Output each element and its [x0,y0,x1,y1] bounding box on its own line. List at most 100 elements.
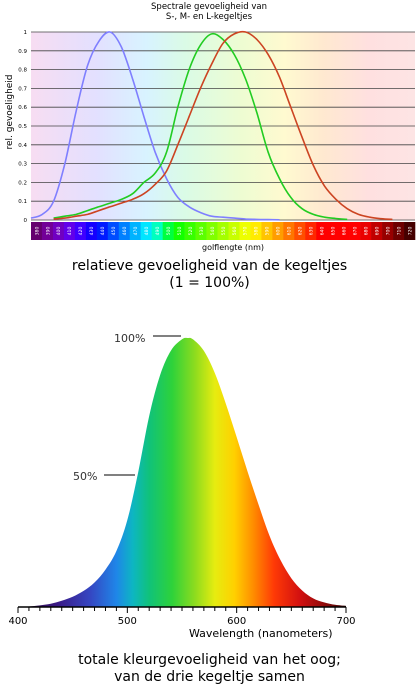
chart1-x-tick-labels: 380 390 400 410 420 430 440 450 460 470 480 490 500 5… [34,227,413,236]
chart1-color-bar-cell [96,222,109,240]
chart1-color-bar-cell [349,222,361,240]
chart1-x-tick-label: 480 [144,227,150,236]
chart1-y-tick-label: 0.7 [18,86,27,92]
chart1-color-bar-cell [74,222,87,240]
chart2-x-tick-label: 600 [227,616,246,627]
chart1-x-tick-label: 400 [56,227,62,236]
chart2-annotation-100: 100% [114,332,145,345]
chart1-x-tick-label: 390 [45,227,51,236]
chart1-color-bar-cell [272,222,284,240]
chart1-color-bar-cell [140,222,152,240]
chart1-x-tick-label: 500 [166,227,172,236]
chart1-series-line [53,30,393,221]
chart1-color-bar-cell [228,222,240,240]
chart1-x-tick-label: 380 [34,227,40,236]
chart1-color-bar-cell [184,222,196,240]
chart1-y-tick-label: 1 [24,30,28,36]
chart1-grid [31,31,415,221]
chart1-series-line [30,31,280,221]
chart1-y-tick-label: 0.3 [18,162,27,168]
chart2-x-axis-label: Wavelength (nanometers) [189,627,333,640]
chart1-color-bar-cell [107,222,120,240]
chart1-x-tick-label: 610 [287,227,293,236]
chart1-y-tick-label: 0.5 [18,124,27,130]
chart1-color-bar-cell [151,222,163,240]
chart1-x-tick-label: 600 [276,227,282,236]
chart1-color-bar-cell [85,222,98,240]
chart1-color-bar-cell [404,222,416,240]
chart1-x-tick-label: 420 [78,227,84,236]
chart1-color-bar-cell [63,222,76,240]
chart1-caption-line1: relatieve gevoeligheid van de kegeltjes [71,258,348,274]
chart2-annotation-50: 50% [73,470,97,483]
chart1-color-bar-cell [393,222,405,240]
chart1-title-line2: S-, M- en L-kegeltjes [166,12,253,22]
chart1-color-bar-cell [173,222,185,240]
chart1-color-bar-cell [195,222,207,240]
chart2-x-tick-labels: 400 500 600 700 [8,616,355,627]
chart2-caption-line2: van de drie kegeltje samen [114,669,305,685]
chart1-x-tick-label: 510 [177,227,183,236]
chart1-x-tick-label: 580 [254,227,260,236]
chart1-y-tick-label: 0.1 [18,199,27,205]
chart1-color-bar-cell [162,222,174,240]
chart1-color-bar-cell [294,222,306,240]
chart1-series-line [53,32,348,221]
chart1-x-tick-label: 650 [331,227,337,236]
chart1-x-tick-label: 710 [396,227,402,236]
chart1-x-tick-label: 560 [232,227,238,236]
chart1-x-tick-label: 440 [100,227,106,236]
chart1-x-axis-label: golflengte (nm) [202,243,264,252]
chart1-x-tick-label: 540 [210,227,216,236]
chart1-x-tick-label: 620 [298,227,304,236]
chart1-x-tick-label: 690 [374,227,380,236]
chart1-x-tick-label: 640 [320,227,326,236]
chart1-color-bar-cell [52,222,65,240]
chart1-series-lines [30,30,393,221]
chart1-x-tick-label: 470 [133,227,139,236]
chart1-color-bar-cell [305,222,317,240]
chart1-x-tick-label: 450 [111,227,117,236]
chart2-x-tick-label: 400 [8,616,27,627]
chart1-x-tick-label: 570 [243,227,249,236]
chart2-caption-line1: totale kleurgevoeligheid van het oog; [78,652,341,668]
chart1-color-bar-cell [206,222,218,240]
chart1-x-tick-label: 660 [341,227,347,236]
eye-total-sensitivity-chart: 100% 50% 400 500 600 700 Wavelength (nanome… [8,332,355,640]
chart1-y-tick-labels: 0 0.1 0.2 0.3 0.4 0.5 0.6 0.7 0.8 0.9 1 [18,30,27,224]
chart2-x-tick-label: 700 [336,616,355,627]
chart1-color-bar-cell [360,222,372,240]
chart1-color-bar-cell [382,222,394,240]
chart1-color-bar-cell [261,222,273,240]
chart1-wavelength-color-bar [31,222,416,240]
chart1-x-tick-label: 410 [67,227,73,236]
chart2-x-axis [17,606,347,613]
chart1-x-tick-label: 670 [352,227,358,236]
chart1-caption: relatieve gevoeligheid van de kegeltjes … [0,258,419,292]
chart1-y-tick-label: 0.6 [18,105,27,111]
chart1-color-bar-cell [327,222,339,240]
chart1-color-bar-cell [239,222,251,240]
cone-sensitivity-chart: Spectrale gevoeligheid van S-, M- en L-k… [5,2,416,252]
chart1-color-bar-cell [283,222,295,240]
chart1-x-tick-label: 700 [385,227,391,236]
chart1-color-bar-cell [31,222,43,240]
chart2-x-tick-label: 500 [118,616,137,627]
chart1-color-bar-cell [316,222,328,240]
chart1-color-bar-cell [129,222,142,240]
chart1-color-bar-cell [118,222,131,240]
chart1-x-tick-label: 720 [407,227,413,236]
chart2-caption: totale kleurgevoeligheid van het oog; va… [0,652,419,686]
chart1-title-line1: Spectrale gevoeligheid van [151,2,267,12]
chart1-x-tick-label: 630 [309,227,315,236]
chart1-caption-line2: (1 = 100%) [169,275,250,291]
chart1-y-tick-label: 0 [24,218,28,224]
chart2-sensitivity-area [18,337,346,607]
chart1-x-tick-label: 550 [221,227,227,236]
chart1-color-bar-cell [371,222,383,240]
chart1-x-tick-label: 530 [199,227,205,236]
chart1-color-bar-cell [41,222,54,240]
chart1-color-bar-cell [250,222,262,240]
chart1-color-bar-cell [338,222,350,240]
chart1-y-tick-label: 0.8 [18,68,27,74]
